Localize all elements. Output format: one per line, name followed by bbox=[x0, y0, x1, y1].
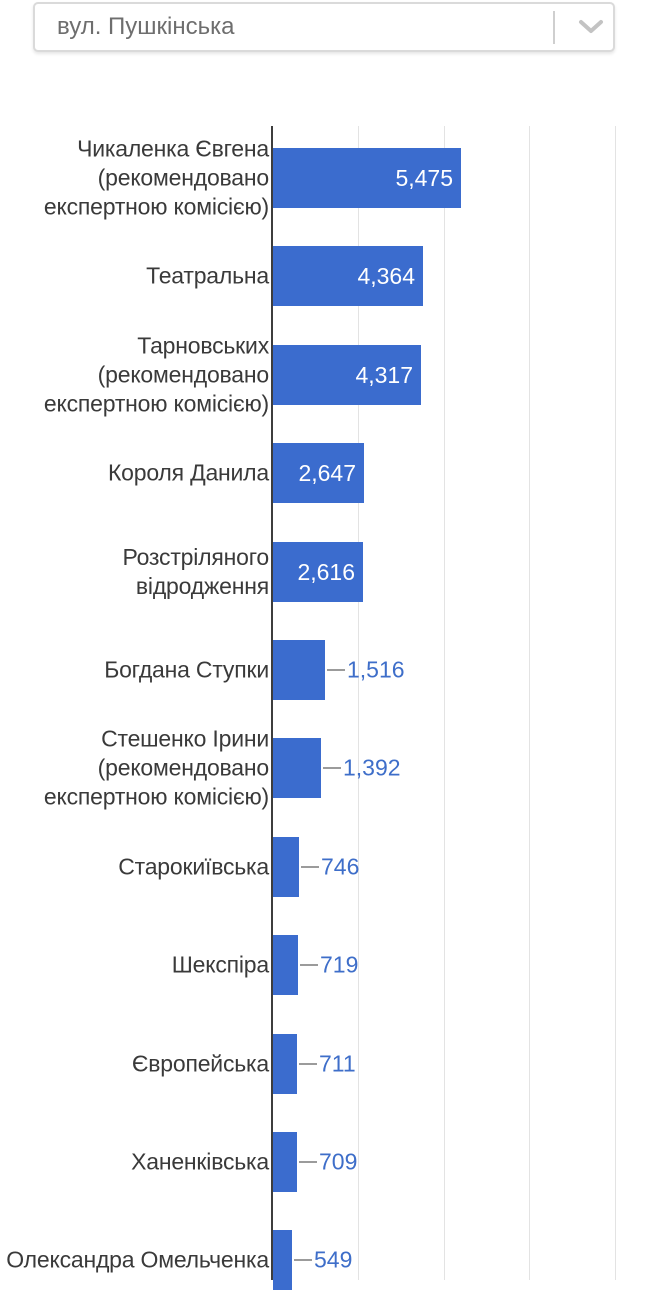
value-label: 5,475 bbox=[395, 165, 453, 191]
value-label: 2,647 bbox=[298, 460, 356, 487]
category-label: Шекспіра bbox=[171, 951, 269, 978]
leader-line bbox=[294, 1259, 312, 1262]
category-label: Розстріляного відродження bbox=[122, 543, 269, 599]
y-axis-line bbox=[271, 126, 273, 1280]
value-label: 549 bbox=[314, 1246, 353, 1273]
leader-line bbox=[301, 865, 319, 868]
bar[interactable] bbox=[273, 1230, 292, 1290]
gridline bbox=[358, 126, 359, 1280]
bar[interactable] bbox=[273, 1033, 297, 1094]
value-label: 709 bbox=[319, 1148, 358, 1175]
leader-line bbox=[323, 767, 341, 770]
value-label: 711 bbox=[319, 1050, 356, 1077]
bar[interactable] bbox=[273, 1132, 297, 1192]
gridline bbox=[444, 126, 445, 1280]
bar[interactable]: 5,475 bbox=[273, 148, 461, 208]
category-label: Богдана Ступки bbox=[104, 656, 269, 683]
leader-line bbox=[299, 1062, 317, 1065]
leader-line bbox=[299, 1161, 317, 1163]
value-label: 2,616 bbox=[297, 558, 355, 585]
bar[interactable] bbox=[273, 836, 299, 897]
chevron-down-icon[interactable] bbox=[569, 4, 613, 50]
leader-line bbox=[327, 669, 345, 671]
category-label: Чикаленка Євгена (рекомендовано експертною… bbox=[43, 135, 269, 220]
bar[interactable] bbox=[273, 738, 321, 799]
category-label: Ханенківська bbox=[131, 1148, 269, 1175]
category-label: Тарновських (рекомендовано експертною комі… bbox=[43, 332, 269, 417]
bar[interactable] bbox=[273, 640, 325, 700]
dropdown-divider bbox=[553, 10, 555, 44]
value-label: 1,392 bbox=[343, 754, 401, 781]
street-select-value: вул. Пушкінська bbox=[57, 13, 235, 40]
gridline bbox=[615, 126, 616, 1280]
value-label: 4,317 bbox=[355, 361, 413, 388]
bar[interactable]: 4,364 bbox=[273, 246, 423, 307]
category-label: Старокиївська bbox=[118, 853, 269, 880]
value-label: 719 bbox=[320, 951, 359, 978]
category-label: Європейська bbox=[131, 1050, 269, 1077]
gridline bbox=[529, 126, 530, 1280]
bar[interactable]: 2,616 bbox=[273, 541, 363, 602]
value-label: 746 bbox=[321, 853, 360, 880]
value-label: 1,516 bbox=[347, 656, 405, 683]
category-label: Короля Данила bbox=[107, 459, 269, 486]
bar[interactable]: 2,647 bbox=[273, 443, 364, 504]
category-label: Олександра Омельченка bbox=[6, 1246, 269, 1273]
category-label: Театральна bbox=[146, 262, 269, 289]
street-select[interactable]: вул. Пушкінська bbox=[33, 2, 615, 52]
leader-line bbox=[300, 964, 318, 967]
bar[interactable]: 4,317 bbox=[273, 344, 421, 405]
bar[interactable] bbox=[273, 935, 298, 996]
value-label: 4,364 bbox=[357, 263, 415, 290]
category-label: Стешенко Ірини (рекомендовано експертною к… bbox=[43, 725, 269, 810]
